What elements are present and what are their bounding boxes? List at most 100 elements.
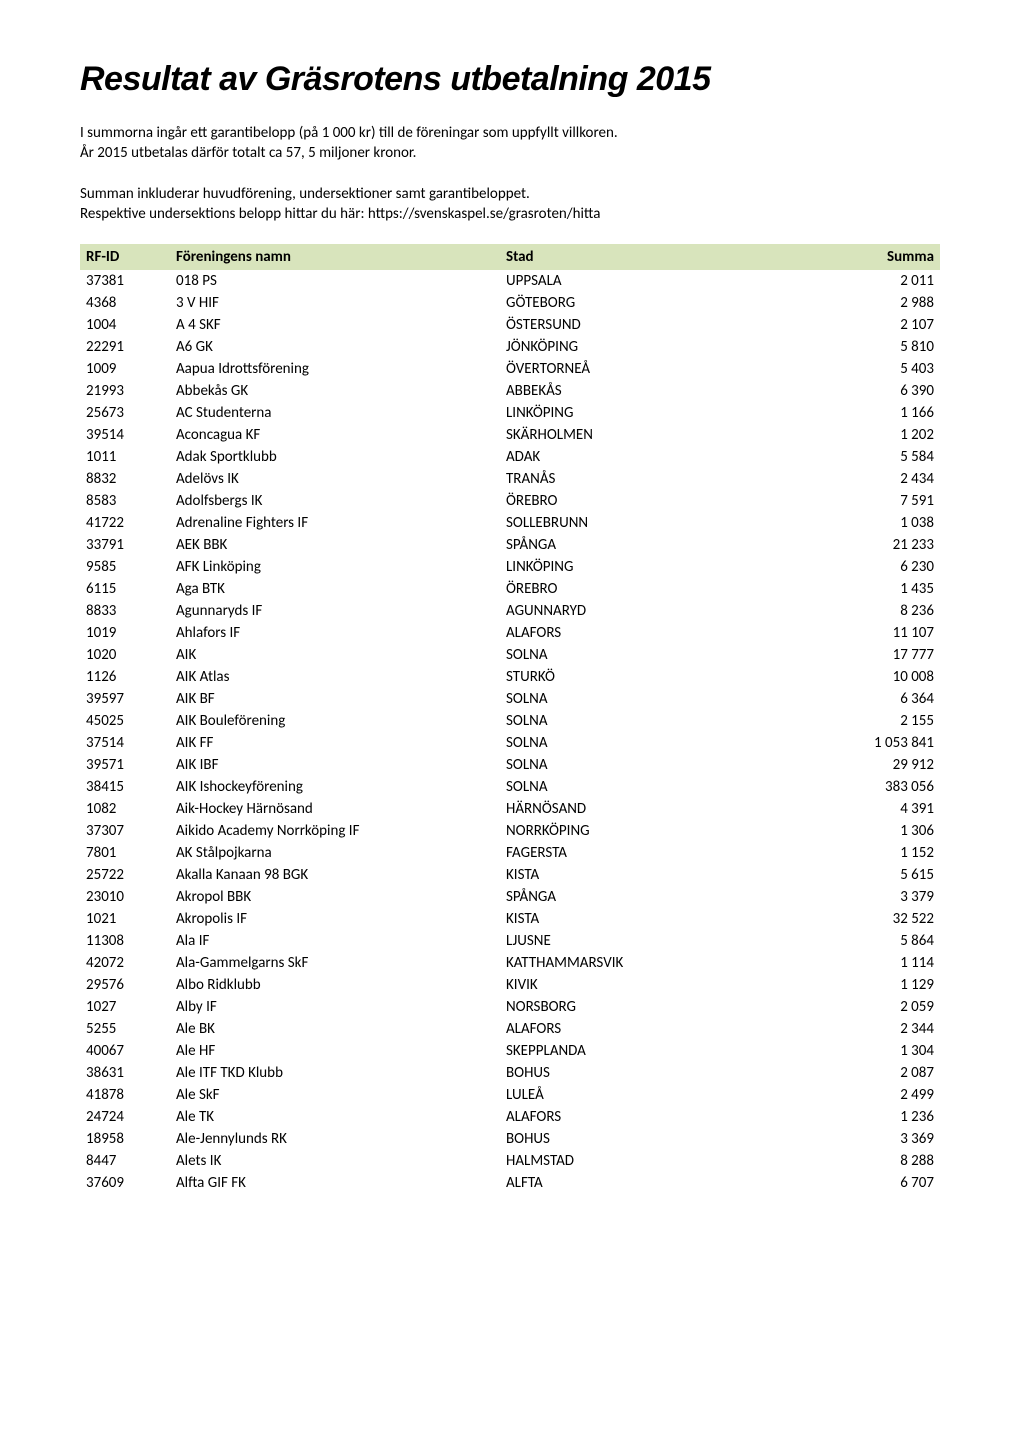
cell-name: AIK IBF <box>170 754 500 776</box>
cell-city: STURKÖ <box>500 666 760 688</box>
cell-city: SOLNA <box>500 776 760 798</box>
cell-rfid: 23010 <box>80 886 170 908</box>
cell-name: Alets IK <box>170 1150 500 1172</box>
table-row: 8832Adelövs IKTRANÅS2 434 <box>80 468 940 490</box>
cell-city: ABBEKÅS <box>500 380 760 402</box>
table-row: 5255Ale BKALAFORS2 344 <box>80 1018 940 1040</box>
cell-rfid: 1011 <box>80 446 170 468</box>
cell-summa: 6 230 <box>760 556 940 578</box>
cell-city: TRANÅS <box>500 468 760 490</box>
cell-name: Aik-Hockey Härnösand <box>170 798 500 820</box>
cell-name: Aikido Academy Norrköping IF <box>170 820 500 842</box>
cell-rfid: 21993 <box>80 380 170 402</box>
cell-rfid: 24724 <box>80 1106 170 1128</box>
cell-rfid: 37381 <box>80 270 170 292</box>
cell-name: Adak Sportklubb <box>170 446 500 468</box>
cell-city: LINKÖPING <box>500 556 760 578</box>
cell-summa: 8 288 <box>760 1150 940 1172</box>
cell-city: KIVIK <box>500 974 760 996</box>
cell-summa: 10 008 <box>760 666 940 688</box>
cell-rfid: 37307 <box>80 820 170 842</box>
cell-name: Agunnaryds IF <box>170 600 500 622</box>
cell-summa: 4 391 <box>760 798 940 820</box>
cell-summa: 2 988 <box>760 292 940 314</box>
cell-name: Alfta GIF FK <box>170 1172 500 1194</box>
cell-name: Adolfsbergs IK <box>170 490 500 512</box>
page-title: Resultat av Gräsrotens utbetalning 2015 <box>80 60 940 99</box>
cell-city: SPÅNGA <box>500 534 760 556</box>
cell-city: GÖTEBORG <box>500 292 760 314</box>
cell-city: ALAFORS <box>500 1018 760 1040</box>
cell-summa: 5 864 <box>760 930 940 952</box>
table-row: 45025AIK BouleföreningSOLNA2 155 <box>80 710 940 732</box>
cell-summa: 6 364 <box>760 688 940 710</box>
cell-rfid: 41878 <box>80 1084 170 1106</box>
cell-city: BOHUS <box>500 1128 760 1150</box>
cell-summa: 1 166 <box>760 402 940 424</box>
intro-line-4: Respektive undersektions belopp hittar d… <box>80 204 940 224</box>
table-row: 1027Alby IFNORSBORG2 059 <box>80 996 940 1018</box>
table-row: 25673AC StudenternaLINKÖPING1 166 <box>80 402 940 424</box>
cell-summa: 3 369 <box>760 1128 940 1150</box>
table-row: 24724Ale TKALAFORS1 236 <box>80 1106 940 1128</box>
cell-summa: 6 390 <box>760 380 940 402</box>
cell-summa: 1 306 <box>760 820 940 842</box>
cell-name: Abbekås GK <box>170 380 500 402</box>
table-row: 37307Aikido Academy Norrköping IFNORRKÖP… <box>80 820 940 842</box>
table-row: 8833Agunnaryds IFAGUNNARYD8 236 <box>80 600 940 622</box>
page: Resultat av Gräsrotens utbetalning 2015 … <box>0 0 1020 1234</box>
table-row: 29576Albo RidklubbKIVIK1 129 <box>80 974 940 996</box>
cell-rfid: 8583 <box>80 490 170 512</box>
cell-city: HÄRNÖSAND <box>500 798 760 820</box>
cell-name: AIK Bouleförening <box>170 710 500 732</box>
table-row: 39597AIK BFSOLNA6 364 <box>80 688 940 710</box>
cell-summa: 5 615 <box>760 864 940 886</box>
table-row: 1009Aapua IdrottsföreningÖVERTORNEÅ5 403 <box>80 358 940 380</box>
cell-city: NORRKÖPING <box>500 820 760 842</box>
cell-name: Akropolis IF <box>170 908 500 930</box>
cell-summa: 21 233 <box>760 534 940 556</box>
cell-name: Akropol BBK <box>170 886 500 908</box>
cell-rfid: 39597 <box>80 688 170 710</box>
cell-name: Ala-Gammelgarns SkF <box>170 952 500 974</box>
table-row: 25722Akalla Kanaan 98 BGKKISTA5 615 <box>80 864 940 886</box>
cell-summa: 2 155 <box>760 710 940 732</box>
table-row: 11308Ala IFLJUSNE5 864 <box>80 930 940 952</box>
cell-city: UPPSALA <box>500 270 760 292</box>
cell-summa: 2 087 <box>760 1062 940 1084</box>
cell-rfid: 8832 <box>80 468 170 490</box>
cell-name: AIK FF <box>170 732 500 754</box>
table-body: 37381018 PSUPPSALA2 01143683 V HIFGÖTEBO… <box>80 270 940 1194</box>
cell-summa: 5 584 <box>760 446 940 468</box>
intro-block-1: I summorna ingår ett garantibelopp (på 1… <box>80 123 940 164</box>
cell-city: HALMSTAD <box>500 1150 760 1172</box>
table-row: 1011Adak SportklubbADAK5 584 <box>80 446 940 468</box>
cell-name: AIK <box>170 644 500 666</box>
cell-rfid: 1019 <box>80 622 170 644</box>
cell-summa: 1 053 841 <box>760 732 940 754</box>
results-table: RF-ID Föreningens namn Stad Summa 373810… <box>80 244 940 1194</box>
cell-summa: 11 107 <box>760 622 940 644</box>
cell-name: 3 V HIF <box>170 292 500 314</box>
table-row: 22291A6 GKJÖNKÖPING5 810 <box>80 336 940 358</box>
cell-city: LULEÅ <box>500 1084 760 1106</box>
cell-rfid: 38415 <box>80 776 170 798</box>
cell-name: Ale ITF TKD Klubb <box>170 1062 500 1084</box>
cell-summa: 1 114 <box>760 952 940 974</box>
cell-rfid: 5255 <box>80 1018 170 1040</box>
cell-city: ADAK <box>500 446 760 468</box>
cell-rfid: 42072 <box>80 952 170 974</box>
table-row: 38415AIK IshockeyföreningSOLNA383 056 <box>80 776 940 798</box>
table-row: 23010Akropol BBKSPÅNGA3 379 <box>80 886 940 908</box>
table-row: 37381018 PSUPPSALA2 011 <box>80 270 940 292</box>
cell-name: AK Stålpojkarna <box>170 842 500 864</box>
cell-summa: 1 129 <box>760 974 940 996</box>
cell-city: FAGERSTA <box>500 842 760 864</box>
cell-city: KATTHAMMARSVIK <box>500 952 760 974</box>
cell-city: SKEPPLANDA <box>500 1040 760 1062</box>
table-row: 38631Ale ITF TKD KlubbBOHUS2 087 <box>80 1062 940 1084</box>
cell-summa: 383 056 <box>760 776 940 798</box>
intro-line-2: År 2015 utbetalas därför totalt ca 57, 5… <box>80 143 940 163</box>
cell-summa: 7 591 <box>760 490 940 512</box>
cell-summa: 32 522 <box>760 908 940 930</box>
